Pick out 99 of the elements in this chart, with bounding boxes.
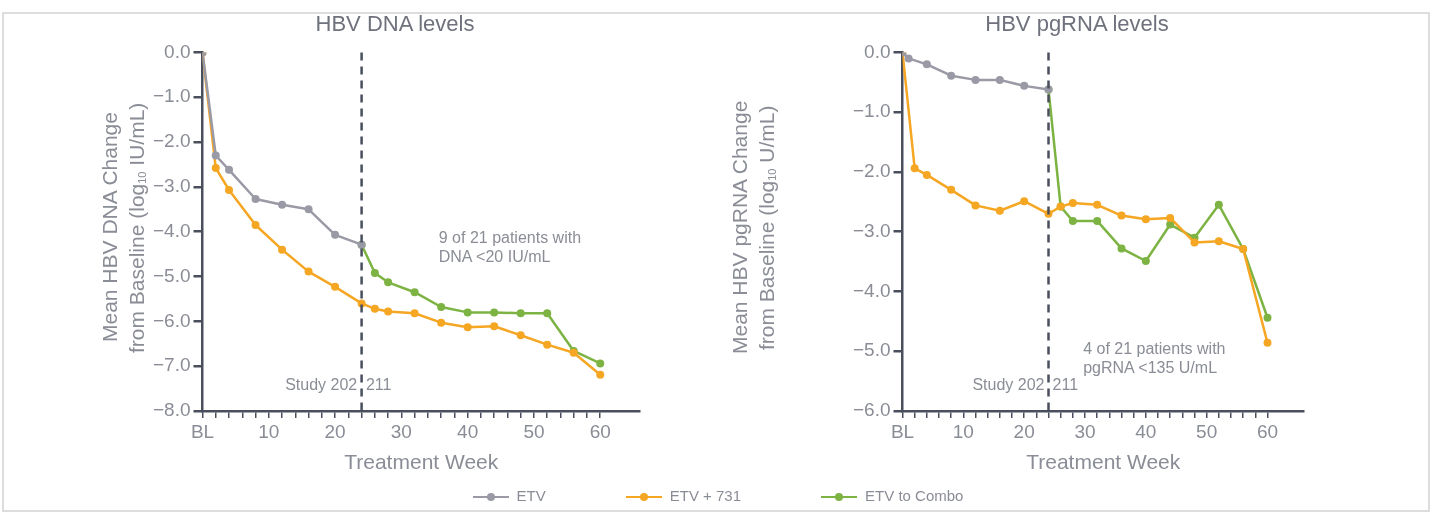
point	[211, 151, 220, 160]
point	[1190, 238, 1199, 247]
annotation: Study 202	[285, 376, 358, 394]
point	[490, 308, 499, 317]
point	[971, 201, 980, 210]
y-tick-label: −2.0	[852, 160, 891, 182]
y-tick-label: −3.0	[852, 219, 891, 241]
point	[1117, 244, 1126, 253]
point	[971, 75, 980, 84]
point	[251, 220, 260, 229]
point	[1020, 81, 1029, 90]
x-tick-label: 60	[1256, 420, 1279, 442]
point	[947, 185, 956, 194]
point	[543, 309, 552, 318]
x-tick-label: 50	[1196, 420, 1218, 442]
point	[278, 200, 287, 209]
point	[922, 170, 931, 179]
point	[1068, 199, 1077, 208]
annotation: 211	[365, 376, 392, 394]
x-axis-title: Treatment Week	[1026, 450, 1181, 474]
x-tick-label: 10	[258, 420, 280, 442]
point	[251, 194, 260, 203]
x-tick-label: BL	[190, 420, 215, 442]
point	[1214, 237, 1223, 246]
point	[490, 322, 499, 331]
point	[516, 331, 525, 340]
point	[211, 164, 220, 173]
x-tick-label: 30	[1074, 420, 1096, 442]
y-tick-label: −2.0	[152, 130, 191, 152]
point	[1020, 197, 1029, 206]
legend-label: ETV + 731	[669, 487, 742, 504]
x-tick-label: 10	[952, 420, 974, 442]
point	[922, 60, 931, 69]
point	[384, 307, 393, 316]
point	[995, 206, 1004, 215]
point	[1117, 211, 1126, 220]
y-tick-label: 0.0	[164, 40, 191, 62]
point	[437, 318, 446, 327]
point	[596, 370, 605, 379]
point	[410, 288, 419, 297]
x-tick-label: 50	[523, 420, 545, 442]
y-tick-label: −5.0	[852, 339, 891, 361]
x-tick-label: 20	[1013, 420, 1035, 442]
annotation: 9 of 21 patients with DNA <20 IU/mL	[438, 229, 582, 266]
point	[543, 340, 552, 349]
point	[1141, 256, 1150, 265]
x-tick-label: BL	[890, 420, 915, 442]
point	[1214, 200, 1223, 209]
y-tick-label: −6.0	[852, 399, 891, 421]
annotation: Study 202	[972, 376, 1045, 394]
annotation: 211	[1052, 376, 1079, 394]
x-tick-label: 60	[589, 420, 611, 442]
point	[370, 304, 379, 313]
point	[1093, 200, 1102, 209]
point	[304, 205, 313, 214]
x-tick-label: 40	[1135, 420, 1157, 442]
point	[463, 323, 472, 332]
x-axis-title: Treatment Week	[344, 450, 499, 474]
y-tick-label: −4.0	[152, 219, 191, 241]
point	[947, 71, 956, 80]
point	[1166, 213, 1175, 222]
point	[1263, 338, 1272, 347]
legend-label: ETV	[516, 487, 546, 504]
legend-label: ETV to Combo	[865, 487, 964, 504]
point	[331, 282, 340, 291]
point	[910, 164, 919, 173]
point	[516, 309, 525, 318]
y-tick-label: −3.0	[152, 175, 191, 197]
y-tick-label: −1.0	[152, 85, 191, 107]
point	[904, 54, 913, 63]
x-tick-label: 20	[324, 420, 346, 442]
point	[463, 308, 472, 317]
point	[370, 268, 379, 277]
y-tick-label: −1.0	[852, 100, 891, 122]
chart-title: HBV DNA levels	[315, 11, 475, 37]
point	[1093, 216, 1102, 225]
point	[225, 165, 234, 174]
point	[995, 75, 1004, 84]
y-tick-label: −5.0	[152, 264, 191, 286]
point	[1263, 313, 1272, 322]
point	[278, 245, 287, 254]
y-tick-label: −8.0	[152, 399, 191, 421]
point	[304, 267, 313, 276]
annotation: 4 of 21 patients with pgRNA <135 U/mL	[1083, 340, 1226, 377]
x-tick-label: 30	[390, 420, 412, 442]
chart-title: HBV pgRNA levels	[985, 11, 1169, 37]
x-tick-label: 40	[457, 420, 479, 442]
point	[225, 186, 234, 195]
y-tick-label: −4.0	[852, 279, 891, 301]
point	[596, 359, 605, 368]
y-tick-label: 0.0	[864, 40, 891, 62]
point	[437, 303, 446, 312]
point	[384, 278, 393, 287]
point	[1141, 215, 1150, 224]
y-tick-label: −7.0	[152, 354, 191, 376]
point	[1068, 216, 1077, 225]
point	[331, 230, 340, 239]
point	[410, 309, 419, 318]
y-tick-label: −6.0	[152, 309, 191, 331]
